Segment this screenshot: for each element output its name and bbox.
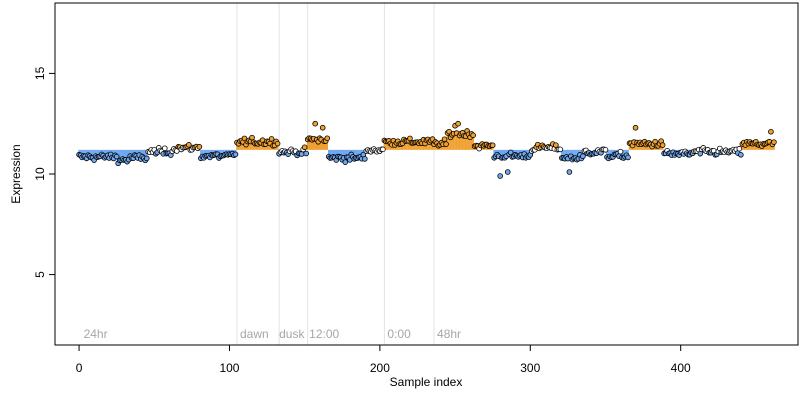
condition-label: 24hr (84, 327, 108, 341)
data-point (301, 144, 308, 151)
data-point (580, 153, 586, 160)
data-point (497, 173, 503, 179)
data-point (504, 169, 511, 175)
data-point (632, 124, 639, 131)
data-point (443, 141, 449, 147)
condition-label: 0:00 (387, 327, 411, 341)
condition-label: dawn (240, 327, 269, 341)
y-tick-label: 10 (33, 167, 47, 181)
x-tick-label: 0 (76, 361, 83, 375)
data-point (771, 139, 777, 145)
data-point (455, 120, 461, 127)
data-point (312, 120, 319, 127)
data-point (602, 146, 609, 153)
condition-label: 48hr (437, 327, 461, 341)
data-point (380, 146, 386, 153)
x-tick-label: 100 (219, 361, 239, 375)
data-point (557, 146, 564, 153)
data-point (736, 145, 743, 152)
data-point (362, 156, 368, 162)
y-tick-label: 15 (33, 66, 47, 80)
data-point (342, 159, 349, 165)
y-axis-title: Expression (9, 144, 23, 203)
y-tick-label: 5 (33, 271, 47, 278)
data-point (489, 142, 496, 149)
data-point (232, 151, 239, 158)
condition-label: dusk (279, 327, 305, 341)
data-point (274, 140, 281, 147)
y-axis: 5 10 15 (33, 66, 55, 278)
condition-label: 12:00 (309, 327, 339, 341)
data-point (143, 155, 150, 162)
condition-labels: 24hr dawn dusk 12:00 0:00 48hr (84, 327, 461, 341)
data-point (161, 145, 168, 152)
data-point (268, 136, 275, 142)
condition-separators (236, 3, 435, 345)
data-point (470, 132, 476, 139)
data-point (303, 150, 309, 157)
x-axis: 0 100 200 300 400 (76, 345, 691, 375)
data-point (113, 153, 120, 160)
x-tick-label: 300 (520, 361, 540, 375)
data-point (324, 135, 331, 142)
data-point (659, 142, 666, 148)
data-point (441, 136, 448, 143)
data-point (319, 124, 326, 131)
data-point (566, 169, 573, 175)
data-point (625, 154, 631, 161)
x-axis-title: Sample index (390, 375, 463, 389)
data-point (407, 135, 413, 142)
data-point (196, 144, 203, 150)
plot-frame (54, 2, 799, 346)
data-point (249, 134, 255, 141)
data-point (768, 128, 774, 135)
x-tick-label: 200 (370, 361, 390, 375)
data-point (186, 142, 192, 148)
x-tick-label: 400 (671, 361, 691, 375)
data-point (617, 148, 624, 155)
data-points (76, 120, 777, 179)
data-point (738, 152, 744, 158)
data-point (553, 142, 559, 148)
